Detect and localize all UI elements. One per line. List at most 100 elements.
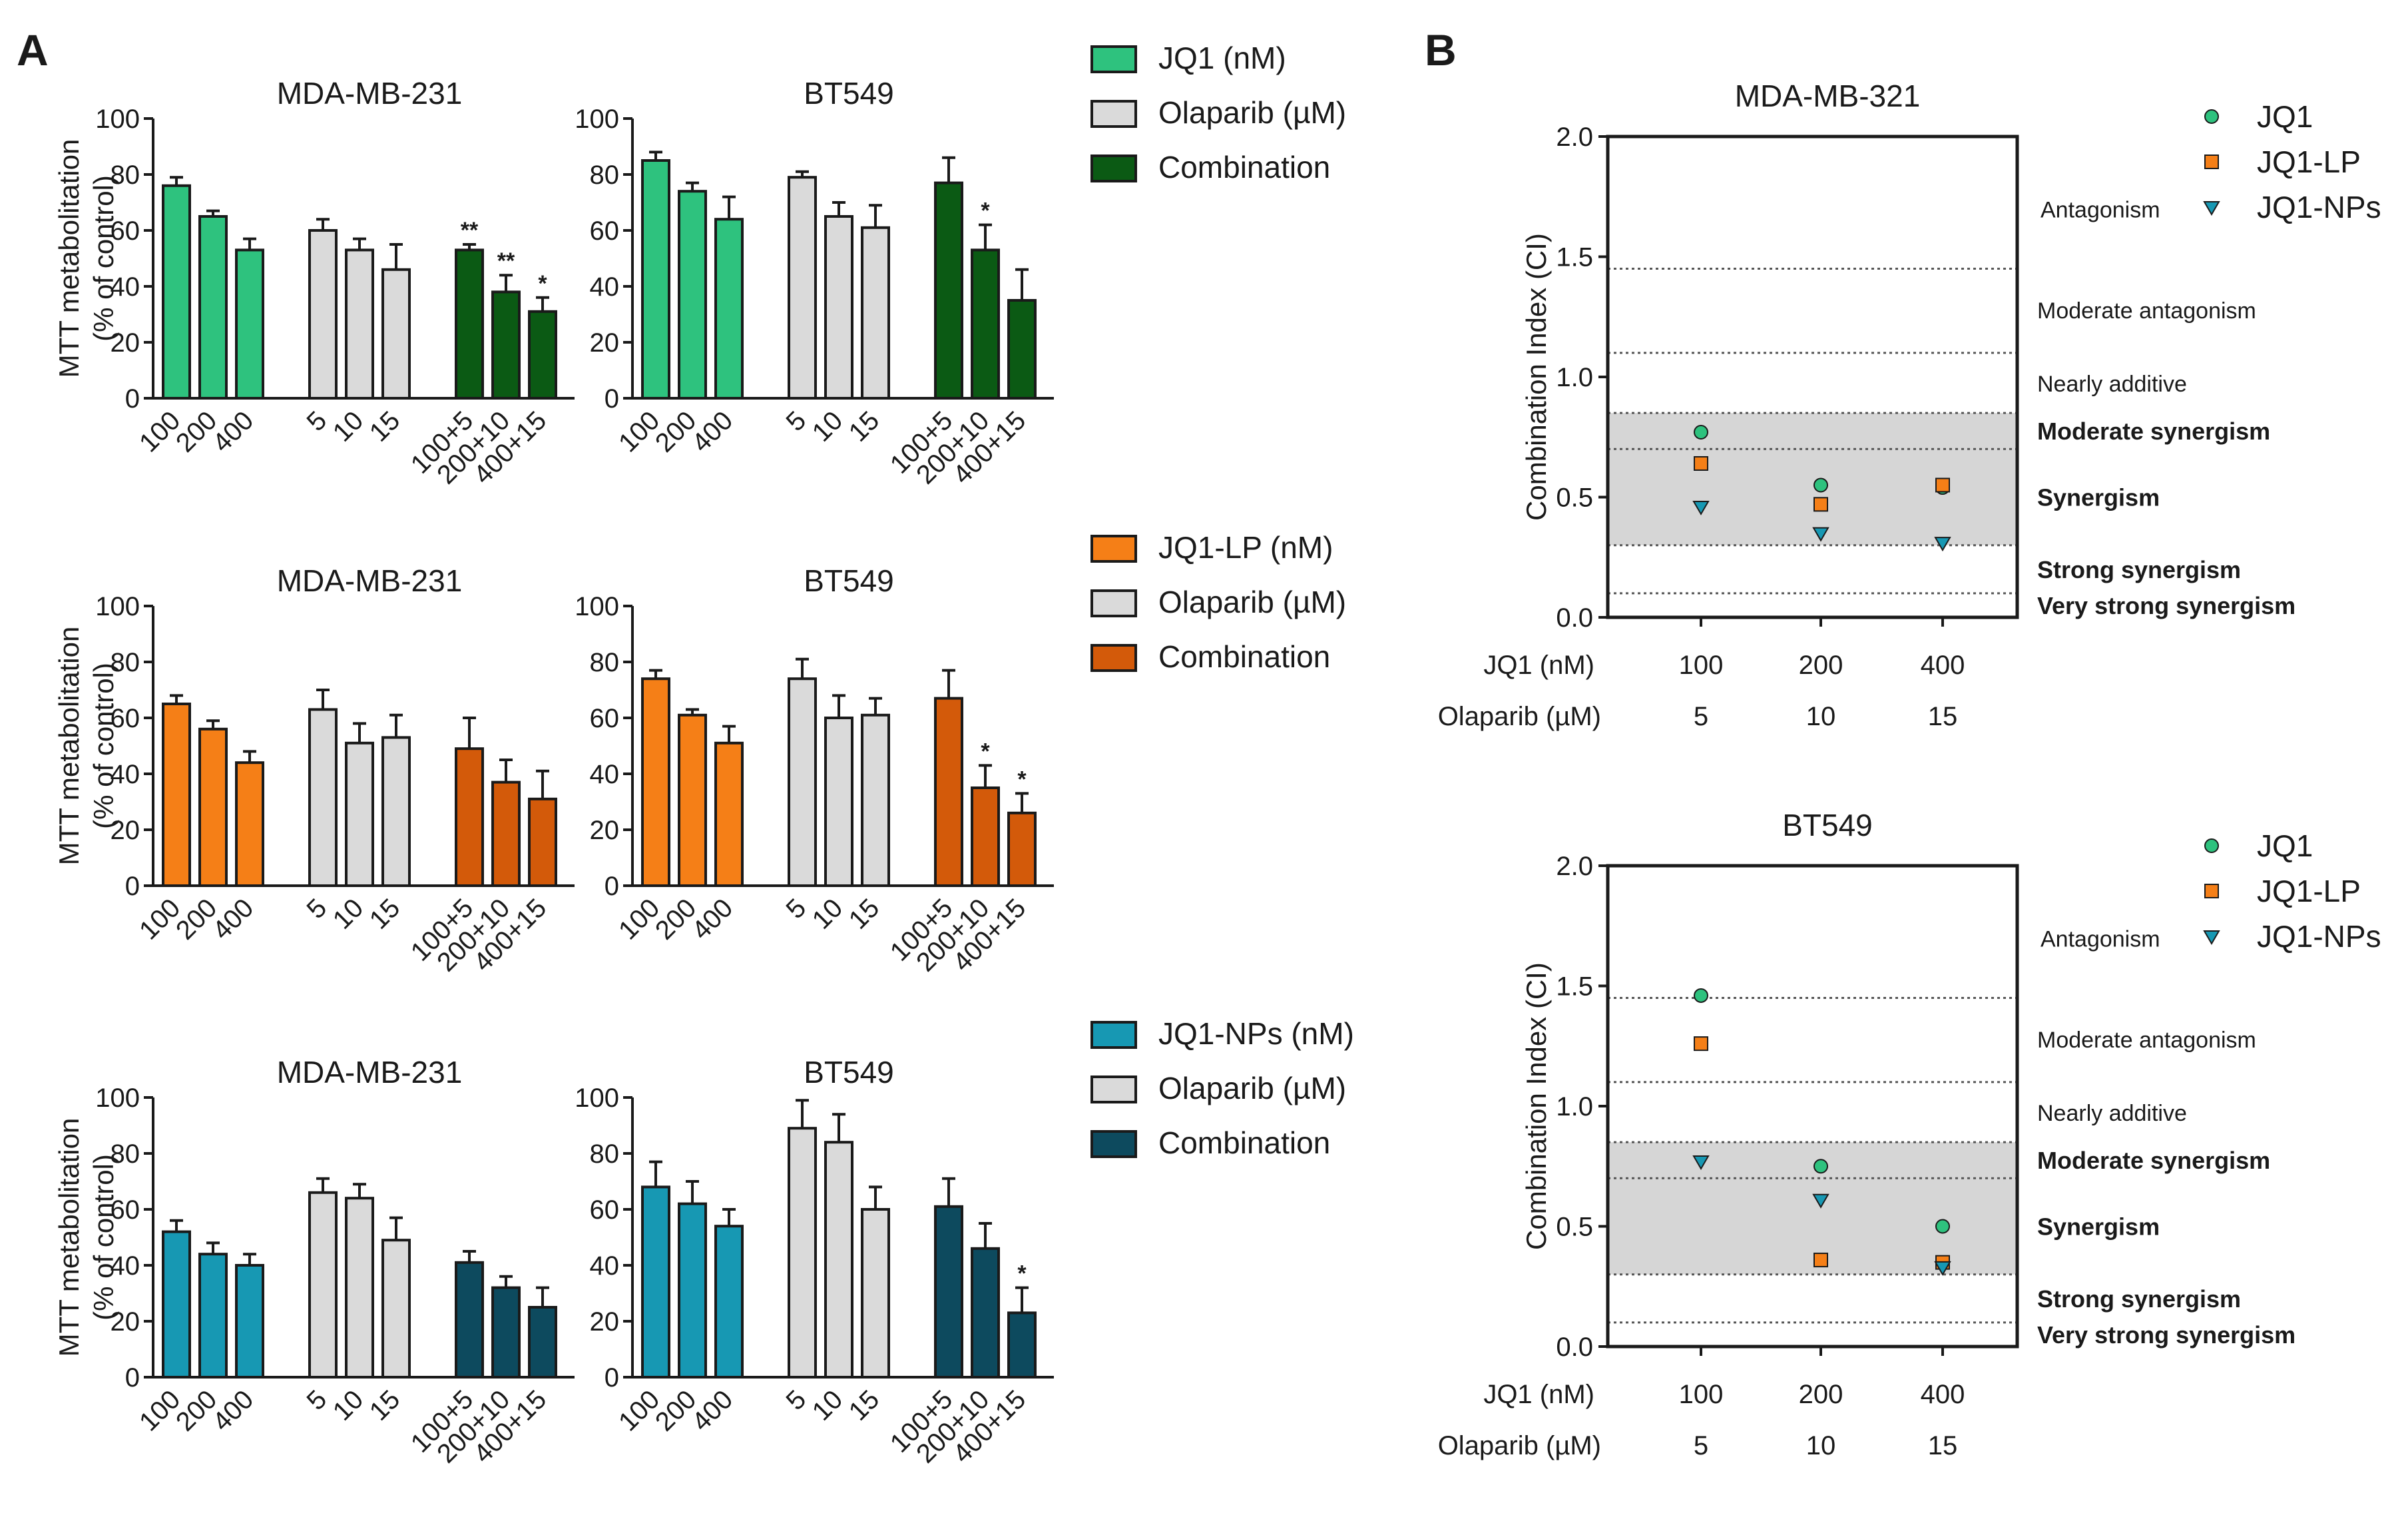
x-tick-label: 15 (843, 893, 885, 935)
legend-label: Combination (1158, 150, 1330, 184)
x-tick-label: 10 (807, 406, 849, 448)
chart-title: MDA-MB-231 (277, 563, 463, 598)
bar (381, 1239, 411, 1379)
y-axis-label: MTT metabolitation (53, 1118, 85, 1357)
x-tick-label-jq1: 200 (1799, 1380, 1843, 1409)
ci-region-label: Moderate antagonism (2037, 298, 2256, 324)
chart-title: BT549 (804, 1055, 894, 1089)
bar (162, 1230, 191, 1379)
x-tick-label: 5 (781, 1384, 812, 1416)
legend-label: Olaparib (µM) (1158, 95, 1346, 130)
x-tick-label: 15 (364, 1384, 406, 1426)
chart-title: BT549 (1782, 808, 1873, 842)
bar (1007, 811, 1037, 888)
bar (641, 677, 670, 887)
x-tick-label: 400 (207, 406, 259, 458)
y-axis-label: MTT metabolitation (53, 139, 85, 378)
data-point-square (1694, 456, 1708, 471)
y-tick-label: 100 (575, 105, 619, 134)
ci-region-label: Very strong synergism (2037, 592, 2295, 619)
y-tick-label: 20 (111, 328, 140, 358)
legend-label: JQ1 (nM) (1158, 41, 1286, 75)
data-point-square (2204, 884, 2219, 898)
y-tick-label: 1.0 (1556, 1092, 1593, 1121)
data-point-square (2204, 154, 2219, 169)
significance-mark: * (538, 271, 547, 296)
x-row-label-jq1: JQ1 (nM) (1483, 1380, 1594, 1409)
data-point-square (1935, 477, 1950, 493)
y-tick-label: 0 (125, 384, 140, 414)
y-tick-label: 60 (111, 1195, 140, 1225)
data-point-circle (2204, 109, 2219, 124)
y-tick-label: 20 (590, 328, 620, 358)
data-point-circle (1694, 988, 1708, 1003)
y-tick-label: 100 (575, 592, 619, 621)
legend-label: JQ1-NPs (2257, 919, 2381, 954)
legend-label: Combination (1158, 1125, 1330, 1160)
bar (714, 741, 744, 888)
data-point-triangle (1934, 1261, 1951, 1276)
legend-swatch (1090, 1021, 1137, 1049)
ci-region-label: Strong synergism (2037, 1285, 2241, 1313)
bar (934, 697, 963, 887)
bar (162, 703, 191, 887)
y-tick-label: 40 (111, 760, 140, 789)
bar (678, 190, 707, 400)
y-axis-label: Combination Index (CI) (1521, 233, 1552, 521)
y-axis-label: (% of control) (88, 175, 119, 342)
x-row-label-jq1: JQ1 (nM) (1483, 651, 1594, 680)
panel-b-letter: B (1425, 25, 1457, 75)
data-point-square (1694, 1036, 1708, 1052)
x-tick-label-olaparib: 10 (1806, 702, 1836, 731)
x-tick-label-olaparib: 5 (1694, 1431, 1708, 1460)
y-tick-label: 0 (604, 872, 619, 901)
x-tick-label: 400 (686, 893, 738, 945)
x-tick-label: 5 (781, 406, 812, 437)
y-tick-label: 0 (604, 1363, 619, 1392)
bar (641, 1185, 670, 1379)
y-tick-label: 60 (590, 704, 620, 733)
y-tick-label: 100 (95, 592, 140, 621)
bar (308, 229, 338, 400)
data-point-triangle (2203, 930, 2220, 945)
bar (678, 1202, 707, 1379)
ci-region-label: Nearly additive (2037, 372, 2187, 397)
data-point-triangle (1692, 1155, 1710, 1171)
bar-chart-3: MDA-MB-231 0 20 40 60 80 100 MTT metabolitation… (53, 563, 575, 978)
bar (788, 677, 817, 887)
x-tick-label: 10 (807, 893, 849, 935)
y-tick-label: 0 (125, 1363, 140, 1392)
y-tick-label: 0.5 (1556, 1213, 1593, 1242)
ci-region-label: Synergism (2037, 1213, 2160, 1241)
y-tick-label: 0.0 (1556, 603, 1593, 633)
significance-mark: ** (497, 248, 515, 274)
y-tick-label: 40 (111, 1251, 140, 1281)
bar (861, 713, 890, 888)
x-tick-label: 15 (364, 406, 406, 448)
bar (198, 727, 228, 888)
y-tick-label: 80 (111, 648, 140, 677)
bar (971, 248, 1000, 400)
synergism-band (1608, 413, 2017, 545)
data-point-circle (1935, 1219, 1950, 1234)
x-tick-label: 15 (843, 1384, 885, 1426)
legend-label: Olaparib (µM) (1158, 585, 1346, 619)
ci-region-label: Moderate synergism (2037, 418, 2270, 445)
x-tick-label: 10 (328, 893, 369, 935)
y-tick-label: 1.5 (1556, 243, 1593, 272)
bar (235, 248, 264, 400)
chart-title: MDA-MB-231 (277, 76, 463, 111)
y-tick-label: 0 (125, 872, 140, 901)
y-tick-label: 2.0 (1556, 123, 1593, 152)
ci-region-label: Moderate synergism (2037, 1147, 2270, 1174)
legend-swatch (1090, 1130, 1137, 1158)
bar (824, 1141, 853, 1379)
bar (788, 176, 817, 400)
bar (491, 290, 521, 400)
y-tick-label: 2.0 (1556, 852, 1593, 881)
x-tick-label: 400 (207, 893, 259, 945)
panel-a-letter: A (17, 25, 49, 75)
legend-panel-a-2: JQ1-LP (nM) Olaparib (µM) Combination (1090, 530, 1346, 674)
